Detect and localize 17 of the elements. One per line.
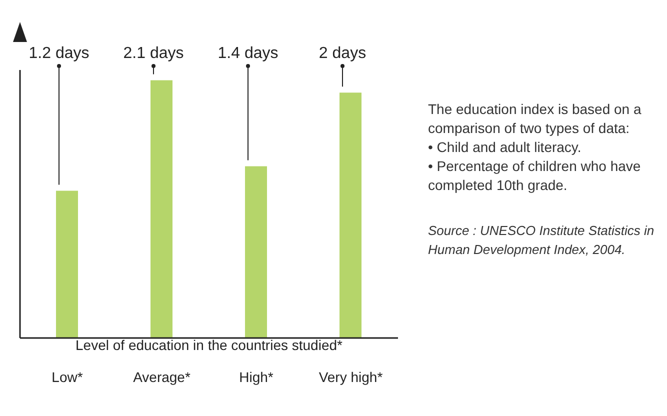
text: The education index is based on a comparison of two types of data: <box>428 100 642 138</box>
data-label: 1.2 days <box>28 45 90 62</box>
data-label: 2.1 days <box>123 45 184 62</box>
bar <box>340 92 362 338</box>
x-tick-label: Very high* <box>318 369 384 385</box>
source-note: Source : UNESCO Institute Statistics in Human Development Index, 2004. <box>428 222 656 259</box>
text: • Child and adult literacy. <box>428 138 582 157</box>
x-tick-label: Average* <box>133 369 191 385</box>
x-tick-label: High* <box>239 369 274 385</box>
bar <box>150 80 172 338</box>
text: • Percentage of children who have completed 10th grade. <box>428 157 642 195</box>
x-tick-label: Low* <box>52 369 84 385</box>
data-label: 2 days <box>318 45 366 62</box>
data-label: 1.4 days <box>218 45 278 62</box>
bar <box>245 166 267 338</box>
x-axis-title: Level of education in the countries studied* <box>76 336 344 353</box>
bar <box>56 190 78 338</box>
